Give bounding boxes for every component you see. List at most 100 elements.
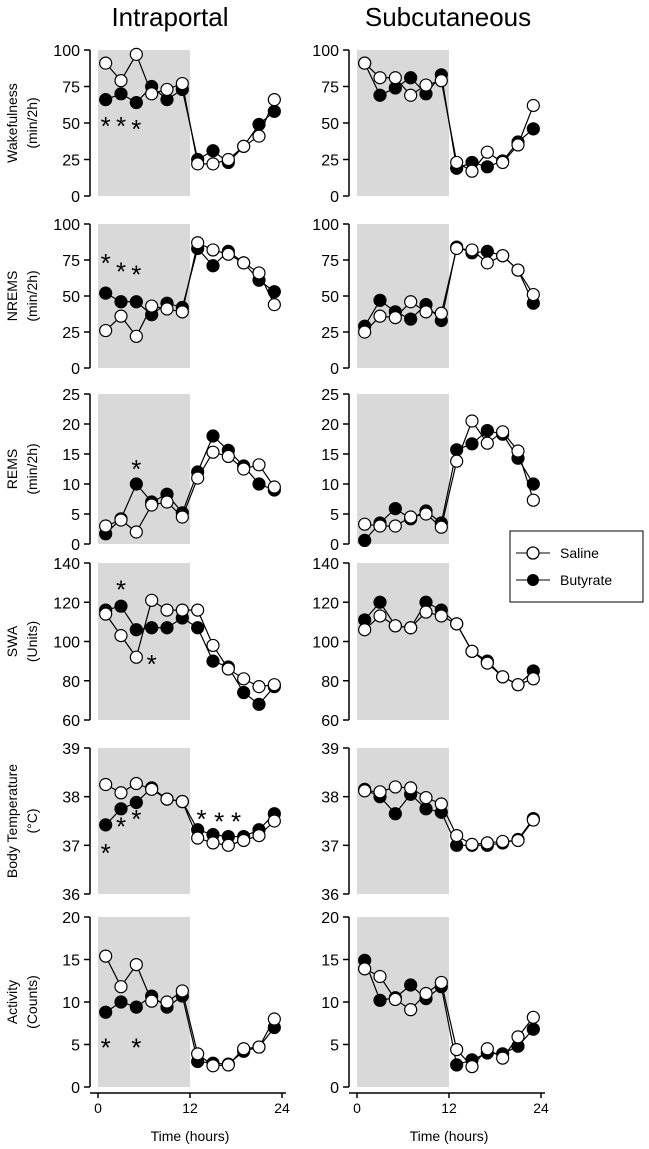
data-point-saline	[237, 833, 251, 848]
data-point-saline	[450, 1042, 464, 1057]
data-point-saline	[175, 510, 189, 524]
x-tick-label: 0	[353, 1100, 361, 1116]
y-axis-label: (min/2h)	[24, 270, 40, 321]
data-point-butyrate	[526, 1022, 540, 1036]
data-point-saline	[450, 617, 464, 631]
data-point-saline	[465, 837, 479, 851]
data-point-butyrate	[191, 621, 205, 635]
x-axis-label-left: Time (hours)	[151, 1128, 230, 1144]
x-tick-label: 0	[94, 1100, 102, 1116]
y-axis-label: NREMS	[4, 271, 20, 322]
data-point-saline	[175, 794, 189, 809]
data-point-butyrate	[129, 477, 143, 491]
data-point-saline	[373, 609, 387, 623]
data-point-saline	[145, 994, 159, 1008]
panel-nrems-subcutaneous: 0 25 50 75 100	[312, 217, 540, 378]
y-tick-label: 36	[321, 887, 339, 904]
y-tick-label: 25	[62, 153, 80, 170]
data-point-saline	[496, 425, 510, 439]
dark-phase-shading	[357, 917, 449, 1087]
legend: Saline Butyrate	[509, 530, 644, 603]
y-axis-label: (Units)	[24, 621, 40, 662]
data-point-saline	[419, 507, 433, 521]
panel-activity-intraportal: 0 5 10 15 20 0 12 24 * *	[62, 910, 290, 1116]
data-point-saline	[145, 593, 159, 607]
y-tick-label: 80	[62, 674, 80, 691]
y-axis-label: (min/2h)	[24, 443, 40, 494]
dark-phase-shading	[98, 224, 190, 368]
data-point-saline	[358, 623, 372, 637]
data-point-butyrate	[206, 259, 220, 273]
data-point-saline	[419, 78, 433, 92]
data-point-butyrate	[480, 424, 494, 438]
data-point-saline	[450, 828, 464, 843]
data-point-saline	[160, 792, 174, 806]
significance-asterisk: *	[131, 804, 141, 834]
data-point-saline	[373, 519, 387, 533]
data-point-saline	[511, 444, 525, 458]
data-point-butyrate	[267, 104, 281, 118]
y-tick-label: 60	[62, 713, 80, 730]
data-point-saline	[145, 498, 159, 512]
data-point-saline	[465, 164, 479, 178]
y-tick-label: 39	[62, 741, 80, 758]
y-tick-label: 15	[62, 953, 80, 970]
data-point-saline	[450, 454, 464, 468]
data-point-saline	[175, 305, 189, 319]
data-point-saline	[237, 139, 251, 153]
data-point-saline	[419, 605, 433, 619]
data-point-saline	[465, 644, 479, 658]
significance-asterisk: *	[231, 807, 241, 837]
y-tick-label: 120	[53, 595, 80, 612]
data-point-saline	[206, 1059, 220, 1073]
y-tick-label: 15	[321, 447, 339, 464]
y-axis-label: (Counts)	[24, 975, 40, 1029]
data-point-saline	[450, 155, 464, 170]
significance-asterisk: *	[131, 1033, 141, 1063]
data-point-saline	[480, 436, 494, 450]
data-point-saline	[526, 1010, 540, 1024]
y-tick-label: 20	[321, 910, 339, 927]
data-point-saline	[99, 777, 113, 792]
data-point-saline	[99, 519, 113, 533]
data-point-butyrate	[480, 160, 494, 174]
data-point-saline	[526, 493, 540, 507]
data-point-saline	[526, 813, 540, 827]
dark-phase-shading	[98, 748, 190, 894]
data-point-saline	[267, 1012, 281, 1026]
data-point-saline	[221, 152, 235, 167]
dark-phase-shading	[357, 224, 449, 368]
data-point-saline	[480, 656, 494, 670]
data-point-saline	[237, 462, 251, 476]
significance-asterisk: *	[131, 114, 141, 144]
data-point-saline	[496, 1051, 510, 1065]
data-point-saline	[129, 329, 143, 343]
data-point-saline	[465, 414, 479, 428]
y-tick-label: 5	[71, 507, 80, 524]
data-point-saline	[237, 1042, 251, 1056]
data-point-saline	[221, 449, 235, 463]
y-tick-label: 15	[321, 953, 339, 970]
data-point-butyrate	[237, 685, 251, 700]
data-point-butyrate	[129, 95, 143, 110]
x-tick-label: 24	[533, 1100, 549, 1116]
data-point-saline	[526, 98, 540, 113]
y-tick-label: 0	[71, 361, 80, 378]
data-point-butyrate	[206, 144, 220, 158]
data-point-saline	[99, 323, 113, 338]
data-point-saline	[511, 833, 525, 848]
data-point-saline	[206, 638, 220, 653]
data-point-saline	[191, 1047, 205, 1061]
data-point-saline	[434, 975, 448, 990]
data-point-saline	[252, 266, 266, 280]
data-point-butyrate	[373, 88, 387, 102]
data-point-saline	[129, 650, 143, 664]
data-point-saline	[175, 603, 189, 617]
data-point-saline	[267, 93, 281, 107]
legend-saline-marker	[526, 546, 540, 560]
data-point-butyrate	[160, 621, 174, 635]
y-tick-label: 100	[312, 635, 339, 652]
data-point-saline	[526, 672, 540, 686]
data-point-saline	[388, 71, 402, 85]
